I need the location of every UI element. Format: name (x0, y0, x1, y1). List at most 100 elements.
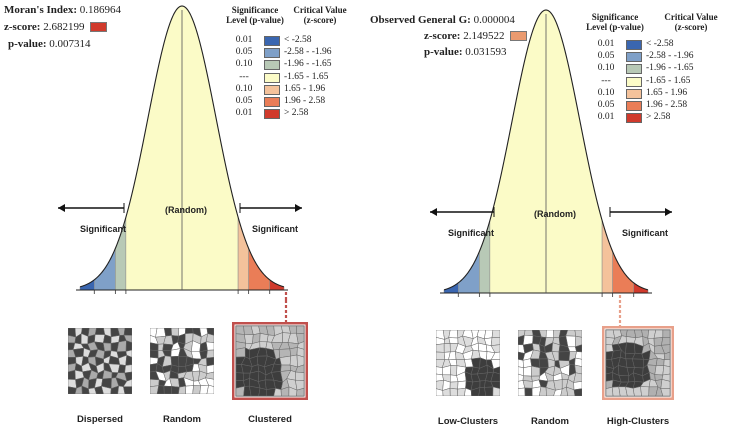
highlight-frame (231, 321, 309, 401)
legend-crit: 1.96 - 2.58 (646, 100, 688, 110)
legend-swatch (626, 64, 642, 75)
zscore-swatch (510, 31, 528, 42)
map-cell (449, 381, 459, 390)
legend-sig-header: Significance Level (p-value) (226, 5, 284, 25)
curve-outline (79, 5, 285, 288)
legend-crit: > 2.58 (646, 112, 671, 123)
legend-row: 0.10 1.65 - 1.96 (594, 87, 724, 99)
legend-sig: 0.10 (235, 83, 253, 94)
pvalue-stat: p-value: 0.007314 (8, 38, 91, 50)
legend-crit: -1.65 - 1.65 (284, 71, 329, 82)
map-cell (449, 387, 458, 397)
bell-curve (58, 5, 302, 300)
map-cell (155, 327, 166, 338)
map-cell (123, 327, 133, 336)
map-cell (538, 358, 549, 369)
random-label: (Random) (534, 209, 576, 219)
legend-crit: < -2.58 (646, 39, 674, 49)
legend-sig-header: Significance Level (p-value) (586, 12, 644, 32)
pattern-label-clustered: Clustered (248, 414, 292, 425)
zscore-swatch (90, 22, 108, 33)
legend-sig: 0.10 (597, 87, 615, 98)
map-cell (235, 372, 244, 381)
arrow-left-head (430, 208, 437, 216)
curve-outline (443, 9, 649, 291)
legend-row: 0.01 < -2.58 (594, 38, 724, 50)
map-cell (655, 357, 665, 366)
map-cell (178, 385, 187, 395)
general-g-panel: Observed General G: 0.000004 z-score: 2.… (366, 0, 733, 430)
map-cell (573, 381, 583, 391)
legend-swatch (626, 40, 642, 50)
legend-crit: < -2.58 (284, 35, 312, 45)
random-label: (Random) (165, 205, 207, 215)
map-cell (457, 380, 467, 390)
pattern-dispersed (67, 327, 133, 399)
pvalue-label: p-value: (8, 38, 47, 50)
legend-sig: 0.01 (235, 35, 253, 45)
map-cell (103, 342, 112, 352)
pvalue-stat: p-value: 0.031593 (424, 46, 507, 58)
map-cell (524, 329, 534, 336)
map-cell (156, 385, 165, 395)
map-cell (259, 333, 269, 343)
pattern-map-dispersed (67, 327, 133, 395)
map-cell (244, 334, 254, 344)
legend-sig: --- (239, 71, 249, 82)
pattern-label-high-clusters: High-Clusters (606, 416, 670, 427)
pattern-label-low-clusters: Low-Clusters (437, 416, 499, 427)
map-cell (484, 329, 494, 340)
map-cell (661, 337, 671, 346)
legend-row: 0.10 -1.96 - -1.65 (594, 62, 724, 75)
map-cell (125, 354, 133, 366)
map-cell (531, 365, 541, 377)
legend-sig: 0.10 (235, 59, 253, 70)
legend-row: 0.05 1.96 - 2.58 (594, 99, 724, 111)
map-cell (448, 329, 459, 339)
zscore-label: z-score: (4, 21, 41, 33)
legend-row: --- -1.65 - 1.65 (232, 71, 362, 83)
legend-crit: -2.58 - -1.96 (646, 51, 694, 62)
map-cell (171, 327, 179, 337)
map-cell (125, 340, 133, 352)
legend-sig: 0.05 (597, 51, 615, 62)
general-g-stat: Observed General G: 0.000004 (370, 14, 515, 26)
pattern-label-dispersed: Dispersed (77, 414, 123, 425)
legend-row: 0.10 -1.96 - -1.65 (232, 58, 362, 71)
stat-value: 0.000004 (473, 14, 515, 26)
legend-crit: -1.96 - -1.65 (284, 59, 332, 70)
legend-swatch (264, 48, 280, 59)
zscore-value: 2.149522 (463, 30, 505, 42)
legend-crit: > 2.58 (284, 108, 309, 119)
map-cell (258, 387, 267, 397)
map-cell (605, 386, 614, 397)
morans-i-panel: Moran's Index: 0.186964 z-score: 2.68219… (0, 0, 366, 430)
map-cell (653, 329, 664, 339)
map-cell (490, 337, 501, 346)
map-cell (573, 388, 583, 397)
map-cell (558, 351, 571, 362)
map-cell (492, 386, 501, 397)
legend-crit: -2.58 - -1.96 (284, 47, 332, 58)
map-cell (235, 325, 245, 335)
map-cell (662, 365, 671, 376)
legend-row: 0.01 > 2.58 (232, 107, 362, 120)
legend-row: 0.05 1.96 - 2.58 (232, 95, 362, 107)
map-cell (67, 369, 76, 380)
map-cell (185, 327, 194, 334)
pattern-label-random: Random (531, 416, 569, 427)
zscore-stat: z-score: 2.149522 (424, 30, 528, 42)
bell-curve (430, 9, 672, 300)
significant-right-label: Significant (252, 224, 299, 234)
significant-left-label: Significant (448, 228, 495, 238)
pattern-map-low-clusters (435, 329, 501, 397)
legend-swatch (264, 109, 280, 120)
legend-crit-header: Critical Value (z-score) (293, 5, 347, 25)
map-cell (662, 329, 671, 338)
legend-swatch (626, 113, 642, 124)
pattern-map-random (517, 329, 583, 397)
legend-swatch (264, 60, 280, 71)
legend-row: 0.01 < -2.58 (232, 34, 362, 46)
morans-index-stat: Moran's Index: 0.186964 (4, 4, 121, 16)
map-cell (435, 343, 445, 353)
